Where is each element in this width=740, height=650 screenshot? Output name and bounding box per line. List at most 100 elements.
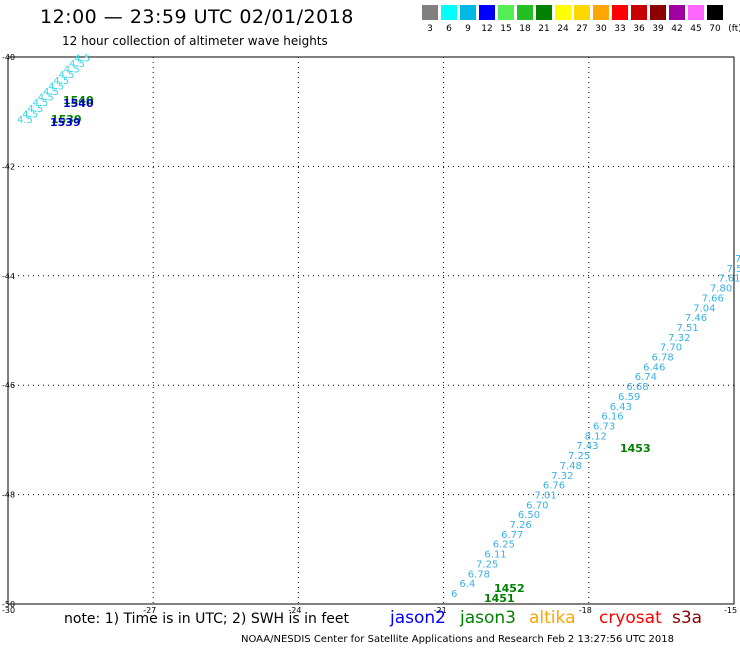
lon-tick-label: -24 — [288, 606, 301, 615]
legend-swatch — [555, 5, 571, 20]
swh-value-label: 6.68 — [626, 382, 648, 393]
legend-swatch — [460, 5, 476, 20]
satellite-cryosat-label: cryosat — [599, 608, 662, 628]
lat-tick-label: -48 — [2, 491, 15, 500]
legend-unit: (ft) — [728, 24, 740, 34]
swh-cluster-label: 4.5 — [27, 104, 43, 115]
note-text: note: 1) Time is in UTC; 2) SWH is in fe… — [64, 611, 350, 627]
page-subtitle: 12 hour collection of altimeter wave hei… — [62, 34, 328, 48]
satellite-jason3-label: jason3 — [460, 608, 516, 628]
legend-label: 24 — [557, 24, 569, 34]
legend-swatch — [669, 5, 685, 20]
swh-value-label: 7.32 — [551, 471, 573, 482]
swh-value-label: 7.51 — [677, 323, 699, 334]
swh-value-label: 8.12 — [585, 431, 607, 442]
lat-tick-label: -46 — [2, 381, 15, 390]
legend-label: 6 — [446, 24, 452, 34]
swh-value-label: 7.60 — [735, 254, 740, 265]
legend-swatch — [479, 5, 495, 20]
legend-swatch — [536, 5, 552, 20]
swh-value-label: 7.04 — [693, 303, 715, 314]
swh-cluster-label: 4.5 — [22, 109, 38, 120]
lon-tick-label: -21 — [434, 606, 447, 615]
swh-value-label: 6.78 — [468, 569, 490, 580]
legend-label: 3 — [427, 24, 433, 34]
legend-label: 42 — [671, 24, 683, 34]
swh-cluster-label: 4.5 — [38, 93, 54, 104]
swh-value-label: 7.43 — [576, 441, 598, 452]
swh-value-label: 6.25 — [493, 540, 515, 551]
swh-cluster-label: 4.5 — [64, 65, 80, 76]
legend-label: 9 — [465, 24, 471, 34]
swh-value-label: 7.48 — [560, 461, 582, 472]
swh-value-label: 6.50 — [518, 510, 540, 521]
swh-value-label: 6.77 — [501, 530, 523, 541]
legend-label: 30 — [595, 24, 607, 34]
swh-value-label: 6.59 — [618, 392, 640, 403]
swh-value-label: 7.66 — [702, 293, 724, 304]
swh-value-label: 7.26 — [509, 520, 531, 531]
lon-tick-label: -15 — [724, 606, 737, 615]
legend-label: 39 — [652, 24, 664, 34]
legend-label: 21 — [538, 24, 550, 34]
legend-label: 70 — [709, 24, 721, 34]
swh-value-label: 6 — [451, 589, 457, 600]
legend-swatch — [631, 5, 647, 20]
legend-label: 33 — [614, 24, 626, 34]
swh-cluster-label: 4.5 — [69, 59, 85, 70]
swh-value-label: 6.16 — [601, 412, 623, 423]
swh-cluster-label: 4.5 — [33, 98, 49, 109]
legend-swatch — [593, 5, 609, 20]
legend-label: 15 — [500, 24, 512, 34]
legend-swatch — [574, 5, 590, 20]
swh-cluster-label: 4.5 — [53, 76, 69, 87]
legend-swatch — [688, 5, 704, 20]
time-label: 1453 — [620, 442, 651, 455]
swh-value-label: 6.73 — [593, 422, 615, 433]
swh-value-label: 7.01 — [535, 490, 557, 501]
lon-tick-label: -18 — [579, 606, 592, 615]
time-label: 1539 — [50, 116, 81, 129]
satellite-jason2-label: jason2 — [390, 608, 446, 628]
legend-swatch — [707, 5, 723, 20]
time-label: 1451 — [484, 592, 515, 605]
swh-value-label: 7.80 — [710, 284, 732, 295]
swh-cluster-label: 4.5 — [59, 70, 75, 81]
swh-value-label: 7.70 — [660, 343, 682, 354]
swh-value-label: 6.4 — [459, 579, 475, 590]
lon-tick-label: -27 — [143, 606, 156, 615]
swh-value-label: 6.74 — [635, 372, 657, 383]
legend-label: 18 — [519, 24, 531, 34]
legend-label: 36 — [633, 24, 645, 34]
time-label: 1539 — [51, 113, 82, 126]
swh-value-label: 6.11 — [484, 550, 506, 561]
lat-tick-label: -40 — [2, 53, 15, 62]
swh-value-label: 7.61 — [718, 274, 740, 285]
lat-tick-label: -50 — [2, 600, 15, 609]
time-label: 1452 — [494, 582, 525, 595]
swh-value-label: 6.76 — [543, 481, 565, 492]
legend-swatch — [422, 5, 438, 20]
lon-tick-label: -30 — [2, 606, 15, 615]
swh-cluster-label: 4.5 — [43, 87, 59, 98]
legend-swatch — [441, 5, 457, 20]
legend-swatch — [612, 5, 628, 20]
legend-swatch — [517, 5, 533, 20]
lat-tick-label: -44 — [2, 272, 15, 281]
satellite-altika-label: altika — [529, 608, 576, 628]
footer-credit: NOAA/NESDIS Center for Satellite Applica… — [241, 634, 674, 645]
legend-label: 12 — [481, 24, 493, 34]
swh-cluster-label: 4.5 — [48, 81, 64, 92]
swh-value-label: 6.46 — [643, 362, 665, 373]
swh-value-label: 7.25 — [476, 559, 498, 570]
swh-value-label: 7.46 — [685, 313, 707, 324]
swh-cluster-label: 4.5 — [74, 53, 90, 64]
legend-swatch — [498, 5, 514, 20]
map-frame — [7, 56, 735, 605]
swh-value-label: 6.70 — [526, 500, 548, 511]
legend-swatch — [650, 5, 666, 20]
legend-label: 27 — [576, 24, 588, 34]
swh-value-label: 7.32 — [668, 333, 690, 344]
time-label: 1540 — [63, 94, 94, 107]
